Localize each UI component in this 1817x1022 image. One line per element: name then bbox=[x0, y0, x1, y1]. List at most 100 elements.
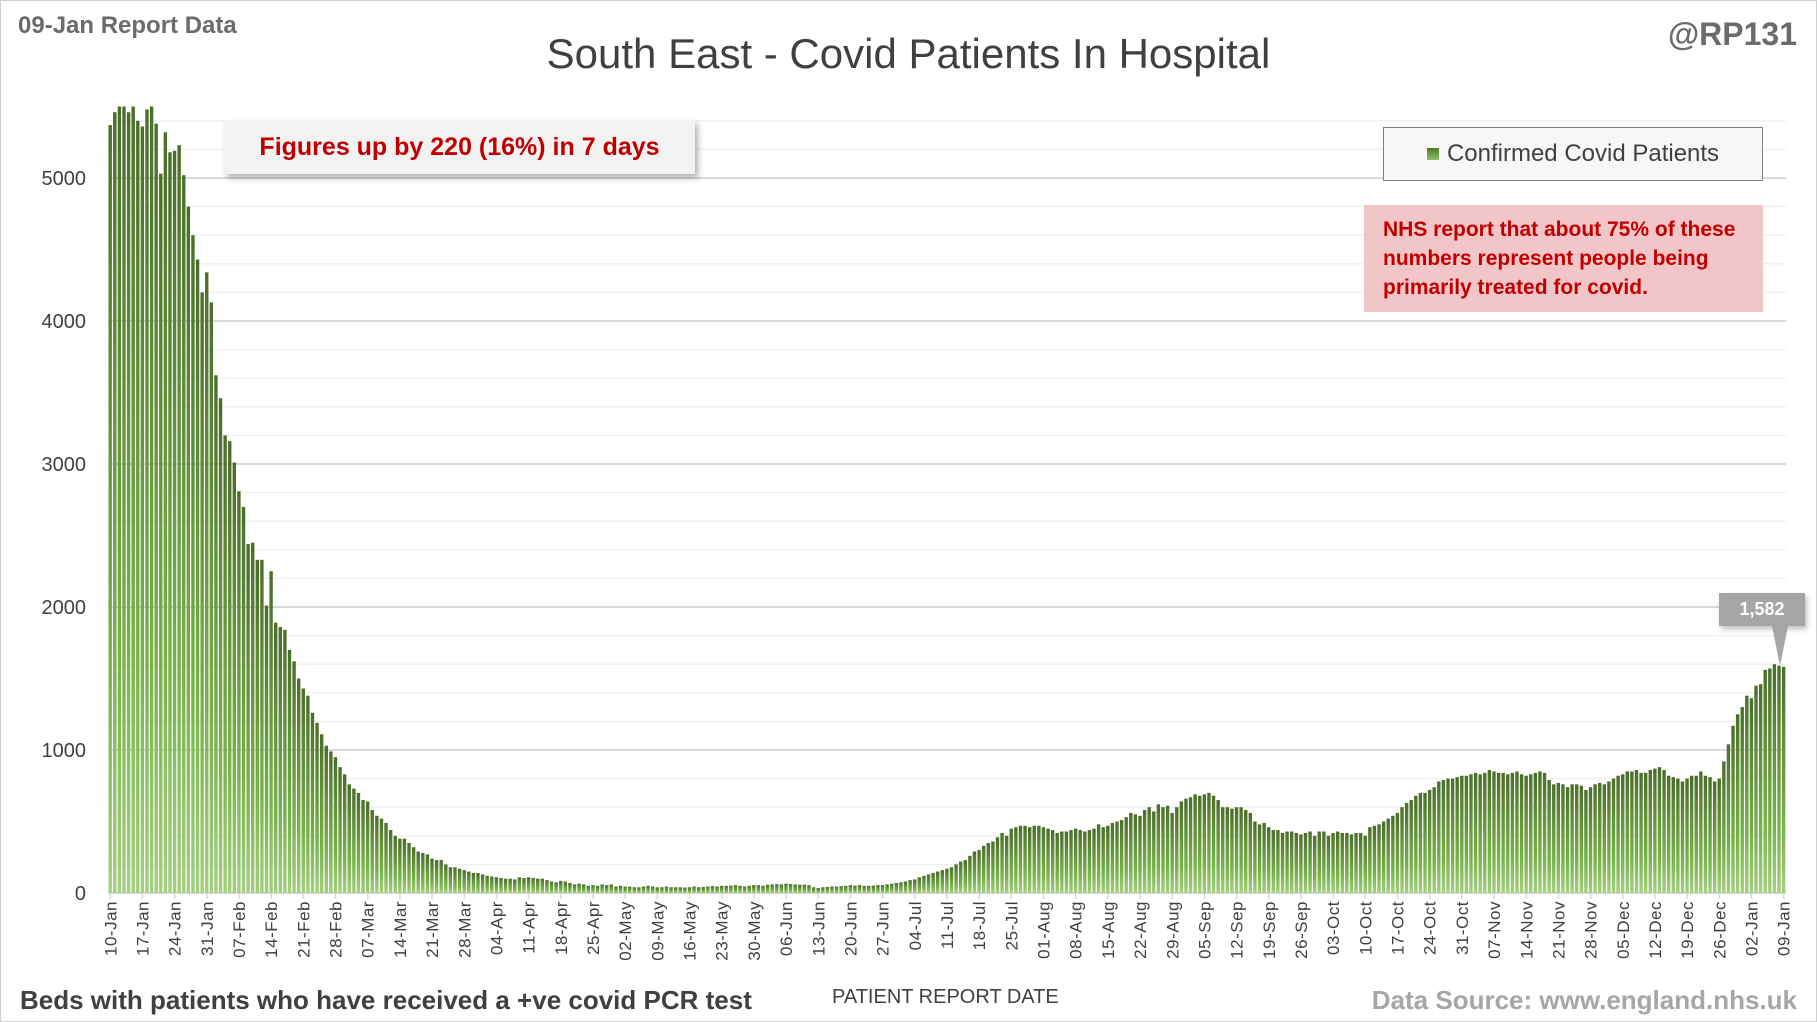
bar bbox=[1685, 778, 1689, 893]
bar bbox=[338, 767, 342, 893]
bar bbox=[1032, 825, 1036, 893]
bar bbox=[1768, 668, 1772, 893]
x-tick-label: 04-Jul bbox=[906, 901, 925, 950]
bar bbox=[1381, 821, 1386, 893]
bar bbox=[1409, 800, 1413, 893]
bar bbox=[1552, 784, 1556, 893]
bar bbox=[1280, 832, 1285, 893]
x-tick-label: 04-Apr bbox=[487, 901, 506, 955]
x-tick-label: 26-Dec bbox=[1710, 901, 1729, 959]
legend: Confirmed Covid Patients bbox=[1383, 127, 1763, 181]
bar bbox=[439, 860, 443, 893]
bar bbox=[1694, 775, 1698, 893]
bar bbox=[1331, 832, 1335, 893]
bar bbox=[701, 886, 705, 893]
bar bbox=[572, 884, 577, 893]
bar bbox=[1643, 772, 1648, 893]
bar bbox=[1312, 835, 1317, 893]
bar bbox=[522, 877, 526, 893]
bar bbox=[159, 173, 163, 893]
bar bbox=[1303, 832, 1308, 893]
bar bbox=[1400, 807, 1404, 893]
x-tick-label: 05-Dec bbox=[1614, 901, 1633, 959]
bar bbox=[232, 462, 237, 893]
bar bbox=[154, 123, 158, 893]
bar bbox=[172, 150, 177, 893]
bar bbox=[1735, 714, 1740, 893]
bar bbox=[1289, 831, 1294, 893]
x-tick-label: 08-Aug bbox=[1067, 901, 1086, 959]
x-tick-label: 02-May bbox=[616, 901, 635, 961]
bar bbox=[788, 884, 793, 893]
bar bbox=[365, 801, 370, 893]
bar bbox=[1662, 770, 1666, 893]
bar bbox=[1119, 820, 1124, 893]
bar bbox=[1666, 775, 1671, 893]
bar bbox=[1510, 772, 1515, 893]
bar bbox=[890, 883, 894, 893]
x-tick-label: 06-Jun bbox=[777, 901, 796, 956]
bar bbox=[1432, 787, 1436, 893]
bar bbox=[586, 885, 591, 893]
bar bbox=[1253, 821, 1257, 893]
bar bbox=[1285, 831, 1289, 893]
bar bbox=[1041, 827, 1046, 893]
x-tick-label: 28-Mar bbox=[455, 901, 474, 958]
bar bbox=[1446, 778, 1450, 893]
author-handle: @RP131 bbox=[1667, 16, 1797, 52]
x-tick-label: 27-Jun bbox=[874, 901, 893, 956]
bar bbox=[508, 878, 512, 893]
bar bbox=[1745, 695, 1749, 893]
bar bbox=[1216, 800, 1220, 893]
bar bbox=[1625, 771, 1629, 893]
bar bbox=[568, 882, 572, 893]
bar bbox=[342, 774, 347, 893]
bar bbox=[641, 886, 646, 893]
bar bbox=[1414, 795, 1418, 893]
x-tick-label: 03-Oct bbox=[1324, 901, 1343, 955]
bar bbox=[1096, 824, 1101, 893]
bar bbox=[379, 818, 384, 893]
x-tick-label: 05-Sep bbox=[1195, 901, 1214, 959]
bar bbox=[669, 887, 673, 893]
data-source: Data Source: www.england.nhs.uk bbox=[1371, 985, 1797, 1015]
bar bbox=[958, 861, 963, 893]
bar bbox=[729, 885, 733, 893]
bar bbox=[899, 882, 903, 893]
bar bbox=[577, 883, 581, 893]
bar bbox=[1142, 810, 1147, 893]
x-tick-label: 07-Mar bbox=[359, 901, 378, 958]
bar bbox=[1069, 830, 1073, 893]
bar bbox=[637, 887, 641, 893]
bar bbox=[1423, 792, 1427, 893]
bar bbox=[393, 835, 397, 893]
x-tick-label: 16-May bbox=[681, 901, 700, 961]
bar bbox=[333, 757, 338, 893]
bar bbox=[623, 886, 627, 893]
bar bbox=[324, 745, 328, 893]
bar bbox=[319, 734, 324, 893]
bar bbox=[696, 887, 701, 893]
bar bbox=[995, 837, 1000, 893]
x-tick-label: 14-Feb bbox=[262, 901, 281, 958]
bar bbox=[1345, 832, 1349, 893]
bar bbox=[618, 885, 623, 893]
bar bbox=[1570, 784, 1574, 893]
bar bbox=[1000, 832, 1004, 893]
bar bbox=[1391, 815, 1395, 893]
bar bbox=[163, 132, 168, 894]
bar bbox=[1244, 810, 1248, 893]
bar bbox=[1469, 774, 1473, 893]
bar bbox=[756, 885, 761, 893]
bar bbox=[499, 877, 503, 893]
bar bbox=[1372, 825, 1377, 893]
x-tick-label: 21-Mar bbox=[423, 901, 442, 958]
bar bbox=[1073, 828, 1078, 893]
bar bbox=[1515, 771, 1519, 893]
bar bbox=[329, 751, 333, 893]
bar bbox=[306, 695, 310, 893]
x-tick-label: 26-Sep bbox=[1292, 901, 1311, 959]
bar bbox=[1556, 782, 1561, 893]
bar bbox=[214, 375, 218, 894]
bar bbox=[370, 810, 374, 893]
